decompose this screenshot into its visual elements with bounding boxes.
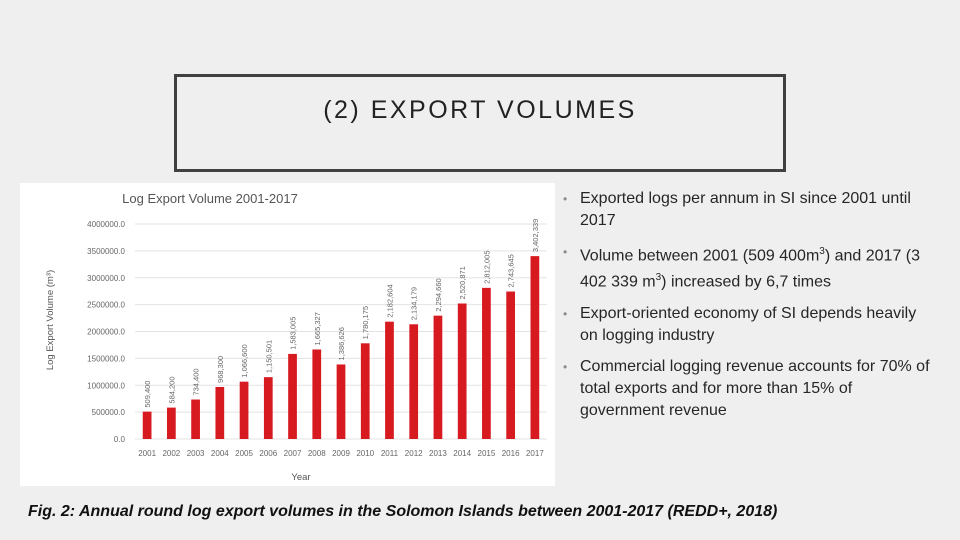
- x-tick-label: 2001: [138, 449, 156, 458]
- data-label: 1,386,626: [337, 327, 346, 360]
- bullet-text: Export-oriented economy of SI depends he…: [580, 304, 917, 344]
- data-label: 1,150,501: [264, 340, 273, 373]
- bar: [506, 291, 516, 439]
- bullet-item-4: • Commercial logging revenue accounts fo…: [563, 356, 933, 422]
- bar: [142, 411, 152, 439]
- data-label: 2,182,604: [385, 284, 394, 317]
- bullet-item-3: • Export-oriented economy of SI depends …: [563, 303, 933, 347]
- data-label: 968,300: [216, 356, 225, 383]
- grid-lines: [135, 223, 547, 440]
- x-tick-label: 2010: [356, 449, 374, 458]
- slide-title: (2) EXPORT VOLUMES: [323, 96, 637, 124]
- x-tick-label: 2015: [478, 449, 496, 458]
- data-label: 2,812,005: [482, 250, 491, 283]
- data-label: 734,400: [192, 368, 201, 395]
- bar: [336, 364, 346, 439]
- x-tick-label: 2011: [381, 449, 399, 458]
- y-tick-labels: 0.0 500000.0 1000000.0 1500000.0 2000000.0 25…: [87, 220, 125, 444]
- bullet-item-2: • Volume between 2001 (509 400m3) and 20…: [563, 241, 933, 294]
- bullet-dot: •: [563, 306, 568, 321]
- x-tick-label: 2009: [332, 449, 350, 458]
- bar: [263, 377, 273, 439]
- y-tick-label: 3000000.0: [87, 274, 125, 283]
- y-axis-label: Log Export Volume (m³): [45, 270, 56, 370]
- data-labels: 509,400 584,200 734,400 968,300 1,066,600 1,1…: [143, 219, 540, 408]
- bar-chart: Log Export Volume 2001-2017 Log Export V…: [45, 191, 547, 483]
- bar: [312, 349, 322, 439]
- x-tick-label: 2008: [308, 449, 326, 458]
- bar: [166, 407, 176, 439]
- bar: [433, 315, 443, 439]
- bar: [239, 381, 249, 439]
- data-label: 1,665,327: [313, 312, 322, 345]
- bullet-dot: •: [563, 245, 568, 259]
- x-tick-label: 2006: [259, 449, 277, 458]
- bar: [215, 386, 225, 439]
- superscript: 3: [819, 246, 825, 257]
- data-label: 2,743,645: [507, 254, 516, 287]
- chart-panel: Log Export Volume 2001-2017 Log Export V…: [20, 183, 555, 486]
- y-tick-label: 0.0: [114, 435, 126, 444]
- y-tick-label: 1500000.0: [87, 354, 125, 363]
- bar: [288, 353, 297, 439]
- bullet-item-1: • Exported logs per annum in SI since 20…: [563, 188, 933, 232]
- data-label: 509,400: [143, 380, 152, 407]
- data-label: 1,066,600: [240, 344, 249, 377]
- bullet-dot: •: [563, 192, 568, 206]
- bar: [530, 256, 540, 439]
- y-tick-label: 1000000.0: [87, 381, 125, 390]
- x-tick-label: 2007: [284, 449, 302, 458]
- data-label: 2,134,179: [410, 287, 419, 320]
- bullet-text: Commercial logging revenue accounts for …: [580, 357, 930, 419]
- superscript: 3: [655, 272, 662, 284]
- data-label: 584,200: [167, 376, 176, 403]
- x-axis-label: Year: [291, 472, 310, 483]
- x-tick-label: 2004: [211, 449, 229, 458]
- y-tick-label: 4000000.0: [87, 220, 125, 229]
- bullet-text-part: ) increased by 6,7 times: [661, 273, 832, 291]
- data-label: 1,780,175: [361, 306, 370, 339]
- bullet-list: • Exported logs per annum in SI since 20…: [563, 188, 933, 431]
- bars: [142, 256, 540, 439]
- bullet-text-part: Volume between 2001 (509 400m: [580, 247, 820, 265]
- bullet-text-part: ) and 2017 (3 402 339 m: [580, 247, 921, 291]
- title-box: (2) EXPORT VOLUMES: [174, 74, 786, 172]
- data-label: 2,294,660: [434, 278, 443, 311]
- chart-title: Log Export Volume 2001-2017: [122, 191, 298, 206]
- x-tick-label: 2012: [405, 449, 423, 458]
- bar: [385, 321, 394, 439]
- bar: [191, 399, 200, 439]
- x-tick-label: 2017: [526, 449, 544, 458]
- figure-caption: Fig. 2: Annual round log export volumes …: [28, 503, 778, 520]
- x-tick-label: 2014: [453, 449, 471, 458]
- bar: [360, 343, 370, 439]
- x-tick-label: 2005: [235, 449, 253, 458]
- bullet-text: Exported logs per annum in SI since 2001…: [580, 190, 911, 229]
- bar: [457, 303, 467, 439]
- y-tick-label: 500000.0: [92, 408, 126, 417]
- y-tick-label: 2500000.0: [87, 301, 125, 310]
- data-label: 2,520,871: [458, 266, 467, 299]
- bar: [482, 287, 491, 439]
- data-label: 1,583,005: [289, 317, 298, 350]
- x-tick-label: 2016: [502, 449, 520, 458]
- y-tick-label: 3500000.0: [87, 247, 125, 256]
- y-tick-label: 2000000.0: [87, 328, 125, 337]
- x-tick-label: 2013: [429, 449, 447, 458]
- bullet-dot: •: [563, 359, 568, 374]
- x-tick-label: 2002: [162, 449, 180, 458]
- data-label: 3,402,339: [531, 219, 540, 252]
- x-tick-labels: 2001 2002 2003 2004 2005 2006 2007 2008 2009 2010…: [138, 449, 544, 458]
- x-tick-label: 2003: [187, 449, 205, 458]
- bar: [409, 324, 419, 439]
